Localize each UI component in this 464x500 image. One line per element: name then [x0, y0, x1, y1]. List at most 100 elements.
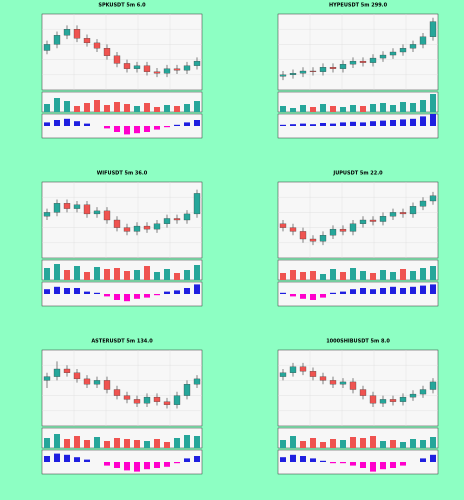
macd-bar [370, 289, 376, 294]
volume-bar [410, 271, 416, 280]
macd-bar [174, 290, 180, 294]
candle-body [103, 48, 111, 56]
macd-bar [300, 294, 306, 299]
macd-bar [154, 126, 160, 130]
macd-bar [290, 294, 296, 297]
macd-bar [280, 292, 286, 294]
volume-bar [114, 438, 120, 448]
macd-bar [420, 458, 426, 462]
macd-bar [64, 118, 70, 126]
candle-body [133, 399, 141, 404]
candle-body [93, 210, 101, 215]
volume-bar [54, 264, 60, 280]
volume-bar [64, 270, 70, 280]
candle-body [143, 396, 151, 404]
macd-bar [154, 462, 160, 468]
candle-body [279, 372, 287, 377]
macd-bar [320, 123, 326, 126]
candle-body [379, 399, 387, 404]
plot-area [277, 181, 439, 259]
candle-body [83, 378, 91, 385]
volume-bar [330, 106, 336, 112]
volume-bar [290, 270, 296, 280]
macd-bar [370, 462, 376, 472]
candle-body [349, 223, 357, 232]
volume-bar [124, 271, 130, 280]
macd-bar [420, 285, 426, 294]
macd-bar [340, 291, 346, 294]
macd-bar [64, 454, 70, 462]
candle-body [83, 38, 91, 44]
macd-bar [184, 122, 190, 126]
volume-bar [84, 440, 90, 448]
candle-body [289, 366, 297, 373]
volume-bar [174, 273, 180, 280]
candle-body [173, 68, 181, 71]
macd-bar [400, 119, 406, 126]
macd-bar [280, 124, 286, 126]
volume-bar [184, 104, 190, 112]
volume-bar [174, 106, 180, 112]
macd-bar [114, 126, 120, 132]
candle-body [103, 210, 111, 221]
macd-bar [44, 456, 50, 462]
volume-bar [360, 438, 366, 448]
chart-title: HYPEUSDT 5m 299.0 [329, 3, 388, 9]
candle-body [429, 195, 437, 202]
macd-bar [124, 126, 130, 135]
volume-bar [320, 442, 326, 448]
candle-body [113, 55, 121, 64]
volume-bar [280, 273, 286, 280]
volume-bar [320, 274, 326, 280]
candle-body [163, 68, 171, 74]
candle-body [329, 67, 337, 69]
candle-body [349, 60, 357, 65]
volume-bar [400, 269, 406, 280]
candle-body [429, 21, 437, 37]
macd-bar [164, 291, 170, 294]
macd-bar [134, 294, 140, 299]
volume-bar [390, 105, 396, 112]
candle-body [63, 368, 71, 373]
macd-bar [350, 289, 356, 294]
macd-bar [430, 454, 436, 462]
candle-body [113, 219, 121, 228]
volume-bar [74, 106, 80, 112]
volume-bar [310, 438, 316, 448]
volume-bar [330, 439, 336, 448]
macd-bar [330, 462, 336, 464]
macd-bar [330, 123, 336, 126]
candle-body [419, 36, 427, 45]
volume-bar [144, 441, 150, 448]
macd-bar [370, 121, 376, 126]
macd-bar [340, 462, 346, 464]
macd-bar [310, 294, 316, 300]
candle-body [349, 381, 357, 390]
macd-bar [194, 120, 200, 126]
candle-body [63, 203, 71, 209]
macd-bar [400, 462, 406, 466]
macd-bar [164, 126, 170, 128]
candle-body [73, 204, 81, 209]
volume-bar [94, 437, 100, 448]
volume-bar [300, 105, 306, 112]
macd-bar [84, 291, 90, 294]
candle-body [429, 381, 437, 390]
volume-bar [380, 441, 386, 448]
volume-bar [390, 440, 396, 448]
candle-body [359, 219, 367, 224]
plot-area [277, 427, 439, 449]
plot-area [277, 259, 439, 281]
macd-bar [340, 122, 346, 126]
candle-body [339, 64, 347, 69]
candle-body [389, 51, 397, 56]
volume-bar [54, 434, 60, 448]
volume-bar [114, 102, 120, 112]
candle-body [299, 366, 307, 372]
macd-bar [360, 122, 366, 126]
chart-title: SPKUSDT 5m 6.0 [98, 3, 146, 9]
macd-bar [44, 122, 50, 126]
macd-bar [74, 288, 80, 294]
candle-body [83, 204, 91, 215]
